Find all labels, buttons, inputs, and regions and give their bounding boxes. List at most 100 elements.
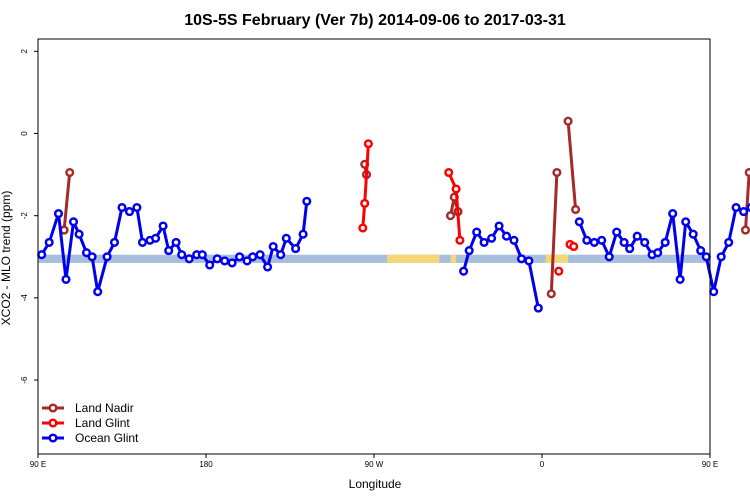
series-line: [447, 171, 462, 241]
data-point: [632, 231, 642, 241]
data-point: [68, 217, 79, 227]
data-point: [746, 203, 750, 212]
data-point: [546, 289, 556, 299]
data-point: [554, 266, 564, 276]
data-point: [184, 254, 194, 264]
data-point: [660, 237, 670, 247]
x-tick-label: 0: [540, 460, 545, 469]
data-point: [151, 233, 161, 243]
data-point: [197, 250, 207, 260]
data-point: [74, 229, 84, 239]
y-tick-label: -6: [20, 376, 29, 384]
data-point: [740, 225, 750, 235]
data-point: [653, 248, 663, 258]
data-point: [302, 196, 312, 206]
data-point: [455, 235, 465, 245]
data-point: [494, 221, 504, 231]
legend-swatch-marker: [48, 433, 58, 443]
data-point: [235, 252, 245, 262]
series-line: [361, 143, 370, 229]
y-axis: 2 0 -2 -4 -6: [20, 49, 38, 384]
data-point: [53, 209, 64, 219]
legend-entry-label: Ocean Glint: [75, 431, 139, 445]
series-line: [549, 172, 559, 294]
data-point: [582, 235, 592, 245]
plot-area: [37, 116, 750, 313]
data-point: [501, 231, 512, 241]
data-point: [487, 233, 497, 243]
data-point: [640, 237, 650, 247]
data-point: [248, 252, 258, 262]
data-point: [102, 252, 112, 262]
land-band-segment: [545, 254, 569, 263]
legend-swatch-marker: [48, 403, 58, 413]
data-point: [612, 227, 622, 237]
series-ocean-glint: [37, 196, 750, 313]
data-point: [524, 256, 534, 266]
series-land-glint: [358, 139, 579, 276]
data-point: [589, 237, 599, 247]
data-point: [358, 223, 368, 233]
data-point: [569, 241, 579, 252]
data-point: [65, 167, 75, 178]
y-tick-label: -2: [20, 212, 29, 220]
data-point: [227, 258, 237, 268]
data-point: [709, 287, 719, 297]
data-point: [205, 260, 215, 270]
data-point: [137, 237, 148, 247]
data-point: [533, 303, 543, 313]
legend-swatch-marker: [48, 418, 58, 428]
data-point: [744, 167, 750, 178]
data-point: [516, 254, 527, 264]
series-line: [744, 172, 750, 231]
data-point: [164, 246, 174, 256]
x-tick-label: 180: [199, 460, 213, 469]
data-point: [479, 237, 489, 247]
data-point: [37, 250, 47, 260]
data-point: [724, 237, 734, 247]
data-point: [444, 167, 454, 178]
x-tick-label: 90 E: [702, 460, 718, 469]
data-point: [87, 252, 97, 262]
data-point: [177, 250, 187, 260]
plot-frame: [37, 38, 711, 455]
land-band-segment: [387, 254, 440, 263]
data-point: [263, 262, 273, 272]
data-point: [731, 202, 741, 213]
data-point: [124, 207, 135, 217]
data-point: [464, 246, 474, 256]
legend-entry-label: Land Nadir: [75, 401, 134, 415]
data-point: [212, 254, 222, 264]
data-point: [696, 246, 706, 256]
series-land-nadir: [59, 116, 750, 299]
data-point: [171, 237, 181, 247]
data-point: [668, 209, 678, 219]
y-axis-label: XCO2 - MLO trend (ppm): [0, 191, 13, 326]
y-tick-label: 0: [20, 131, 29, 136]
data-point: [716, 252, 726, 262]
data-point: [675, 274, 685, 284]
y-tick-label: 2: [20, 49, 29, 54]
x-tick-label: 90 E: [30, 460, 46, 469]
data-point: [363, 139, 373, 149]
series-line: [577, 206, 750, 294]
data-point: [739, 207, 749, 217]
data-point: [563, 116, 573, 126]
data-point: [158, 221, 168, 231]
data-point: [291, 244, 301, 254]
data-point: [597, 235, 607, 245]
data-point: [604, 252, 614, 262]
x-tick-label: 90 W: [365, 460, 384, 469]
data-point: [472, 227, 482, 237]
data-point: [61, 274, 71, 284]
data-point: [574, 217, 584, 227]
ocean-band: [38, 254, 710, 263]
data-point: [81, 248, 92, 258]
data-point: [298, 229, 308, 239]
data-point: [688, 229, 698, 239]
data-point: [681, 217, 691, 227]
data-point: [281, 233, 291, 243]
data-point: [268, 241, 278, 252]
data-point: [509, 235, 519, 245]
data-point: [220, 256, 230, 266]
